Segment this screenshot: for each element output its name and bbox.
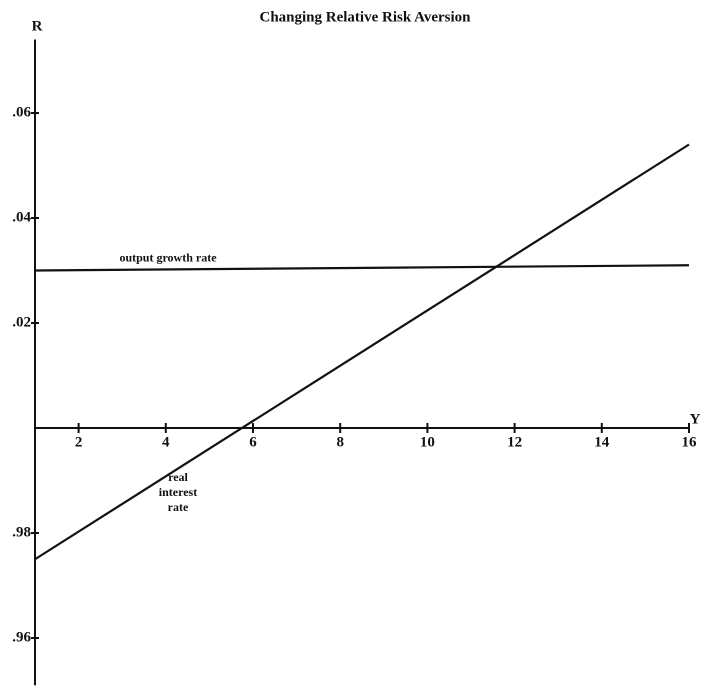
x-axis-label: Y (690, 411, 701, 427)
series-label: real (168, 470, 188, 484)
x-tick-label: 10 (420, 434, 435, 450)
chart-title: Changing Relative Risk Aversion (260, 9, 472, 25)
x-tick-label: 12 (507, 434, 522, 450)
x-tick-label: 2 (75, 434, 83, 450)
y-axis-label: R (32, 18, 43, 34)
x-tick-label: 6 (249, 434, 257, 450)
y-tick-label: .04 (12, 209, 31, 225)
x-tick-label: 14 (594, 434, 610, 450)
x-tick-label: 4 (162, 434, 170, 450)
y-tick-label: .02 (12, 314, 31, 330)
y-tick-label: .06 (12, 104, 31, 120)
x-tick-label: 16 (682, 434, 698, 450)
x-tick-label: 8 (336, 434, 344, 450)
y-tick-label: .98 (12, 524, 31, 540)
y-tick-label: .96 (12, 629, 31, 645)
series-line (34, 264, 690, 272)
series-label: rate (168, 500, 189, 514)
series-line (34, 143, 690, 561)
series-label: output growth rate (119, 250, 217, 264)
series-label: interest (159, 485, 197, 499)
